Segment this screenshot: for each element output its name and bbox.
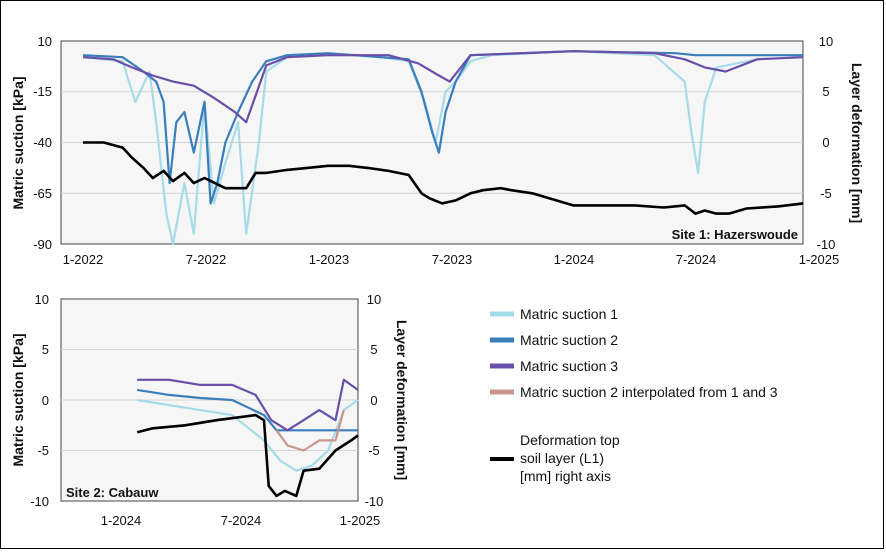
chart-cabauw: 10 5 0 -5 -10 10 5 0 -5 -10 1-2024 7-202… [10, 292, 410, 528]
y2-tick-2-1: 5 [370, 342, 377, 357]
y-tick-2-1: 5 [42, 342, 49, 357]
y2-axis-label-2: Layer deformation [mm] [394, 320, 410, 480]
y2-tick-1-3: -5 [820, 186, 832, 201]
x-tick-1-1: 7-2022 [186, 252, 226, 267]
y2-tick-2-4: -10 [365, 494, 384, 509]
y2-tick-1-0: 10 [819, 34, 833, 49]
y-tick-1-1: -15 [33, 84, 52, 99]
legend-deformation-line-2: soil layer (L1) [520, 450, 604, 466]
series-line-hazerswoude-4 [83, 141, 804, 215]
y-tick-2-4: -10 [30, 494, 49, 509]
x-tick-1-6: 1-2025 [799, 252, 839, 267]
x-tick-1-4: 1-2024 [554, 252, 594, 267]
y-axis-label-1: Matric suction [kPa] [10, 76, 26, 209]
grid-lines-1 [61, 91, 803, 194]
legend-deformation-line-1: Deformation top [520, 432, 620, 448]
x-tick-2-2: 1-2025 [340, 513, 380, 528]
y-tick-2-2: 0 [42, 393, 49, 408]
site-label-1: Site 1: Hazerswoude [672, 227, 798, 242]
y2-tick-1-4: -10 [817, 237, 836, 252]
grid-lines-2 [61, 349, 358, 451]
y2-axis-label-1: Layer deformation [mm] [849, 63, 865, 223]
legend-deformation-line-3: [mm] right axis [520, 468, 611, 484]
legend-label-2: Matric suction 2 [520, 332, 618, 348]
series-group-2 [136, 378, 359, 498]
x-tick-2-1: 7-2024 [221, 513, 261, 528]
legend-label-3: Matric suction 3 [520, 358, 618, 374]
y2-tick-1-2: 0 [822, 135, 829, 150]
y-tick-1-2: -40 [33, 135, 52, 150]
y-axis-label-2: Matric suction [kPa] [10, 333, 26, 466]
series-line-hazerswoude-3 [82, 50, 804, 124]
legend-label-4: Matric suction 2 interpolated from 1 and… [520, 384, 778, 400]
series-line-cabauw-1 [137, 398, 359, 472]
y-tick-2-0: 10 [35, 292, 49, 307]
legend-label-1: Matric suction 1 [520, 306, 618, 322]
y2-tick-2-2: 0 [370, 393, 377, 408]
legend: Matric suction 1 Matric suction 2 Matric… [490, 306, 778, 484]
x-tick-1-0: 1-2022 [63, 252, 103, 267]
series-line-cabauw-4 [275, 409, 345, 452]
x-tick-1-5: 7-2024 [676, 252, 716, 267]
x-tick-1-2: 1-2023 [309, 252, 349, 267]
y2-tick-2-3: -5 [368, 443, 380, 458]
x-tick-2-0: 1-2024 [101, 513, 141, 528]
x-tick-1-3: 7-2023 [432, 252, 472, 267]
y-tick-1-4: -90 [33, 237, 52, 252]
y-tick-2-3: -5 [37, 443, 49, 458]
y2-tick-1-1: 5 [822, 84, 829, 99]
y-tick-1-0: 10 [38, 34, 52, 49]
series-line-cabauw-5 [136, 413, 359, 498]
series-line-hazerswoude-2 [82, 50, 803, 205]
series-group-1 [82, 50, 804, 246]
chart-hazerswoude: 10 -15 -40 -65 -90 10 5 0 -5 -10 1-2022 … [10, 34, 865, 267]
y2-tick-2-0: 10 [367, 292, 381, 307]
site-label-2: Site 2: Cabauw [66, 485, 159, 500]
series-line-cabauw-3 [137, 378, 359, 432]
y-tick-1-3: -65 [33, 186, 52, 201]
